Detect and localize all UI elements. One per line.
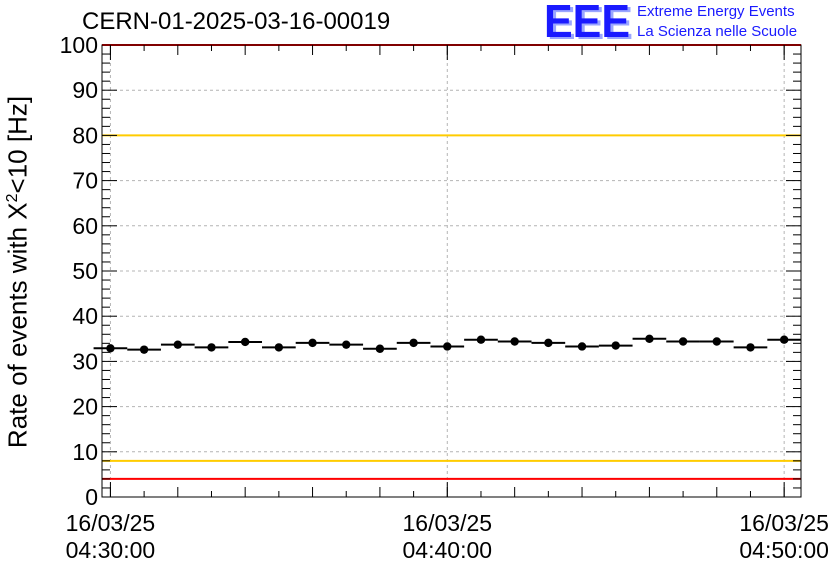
logo-caption: Extreme Energy Events La Scienza nelle S…: [637, 2, 797, 42]
data-point: [308, 338, 317, 348]
y-tick-label: 0: [85, 484, 98, 510]
data-point: [139, 345, 149, 354]
data-point-group: [531, 338, 566, 348]
data-point-group: [598, 341, 633, 350]
data-point: [342, 340, 351, 349]
data-point-group: [295, 338, 330, 348]
data-point: [746, 343, 755, 352]
data-point: [712, 337, 721, 346]
y-tick-label: 20: [72, 394, 98, 420]
eee-logo: EEE EEE: [544, 2, 633, 42]
data-point: [106, 344, 115, 353]
data-point-group: [767, 335, 801, 344]
x-tick-label-time: 04:30:00: [66, 537, 156, 563]
x-tick-label-date: 16/03/25: [403, 510, 493, 536]
data-point: [375, 344, 385, 353]
chart-title: CERN-01-2025-03-16-00019: [82, 8, 391, 35]
data-point-group: [666, 337, 700, 346]
logo-mark-shadow: EEE: [547, 2, 633, 42]
data-point-group: [565, 342, 599, 351]
data-point-group: [93, 344, 128, 353]
x-tick-label-date: 16/03/25: [739, 510, 829, 536]
data-point: [274, 343, 284, 352]
y-axis-label-suffix: <10 [Hz]: [2, 95, 33, 194]
y-tick-label: 70: [72, 168, 98, 194]
data-point-group: [194, 343, 229, 352]
y-tick-label: 50: [72, 258, 98, 284]
data-point: [577, 342, 587, 351]
data-point: [678, 337, 688, 346]
data-point: [510, 337, 519, 346]
data-point: [779, 335, 789, 344]
logo-line-1: Extreme Energy Events: [637, 3, 795, 20]
data-point: [207, 343, 216, 352]
y-tick-label: 90: [72, 77, 98, 103]
data-point-group: [329, 340, 364, 349]
logo-line-2: La Scienza nelle Scuole: [637, 23, 798, 40]
data-point-group: [160, 340, 195, 349]
data-point: [443, 342, 452, 351]
reference-lines: [102, 44, 801, 480]
data-point: [645, 334, 654, 343]
axis-ticks: [102, 44, 801, 498]
x-tick-labels: 16/03/2504:30:0016/03/2504:40:0016/03/25…: [66, 510, 829, 563]
data-point-group: [228, 337, 263, 347]
data-point: [240, 337, 250, 347]
y-tick-label: 10: [72, 439, 98, 465]
y-tick-label: 60: [72, 213, 98, 239]
data-point: [544, 338, 553, 348]
data-point-group: [127, 345, 161, 354]
data-point: [173, 340, 182, 349]
x-tick-label-date: 16/03/25: [66, 510, 156, 536]
y-tick-label: 30: [72, 348, 98, 374]
data-point-group: [430, 342, 465, 351]
data-points: [93, 334, 801, 354]
grid-lines: [102, 45, 801, 497]
data-point-group: [396, 338, 431, 348]
data-point: [476, 335, 486, 344]
data-point: [611, 341, 620, 350]
y-tick-label: 80: [72, 122, 98, 148]
x-tick-label-time: 04:40:00: [403, 537, 493, 563]
data-point-group: [632, 334, 667, 343]
data-point-group: [699, 337, 734, 346]
data-point: [409, 338, 418, 348]
data-point-group: [363, 344, 397, 353]
data-point-group: [733, 343, 768, 352]
x-tick-label-time: 04:50:00: [739, 537, 829, 563]
y-axis-label-superscript: 2: [3, 193, 21, 203]
y-tick-labels: 0 10 20 30 40 50 60 70 80 90 100: [60, 32, 98, 510]
y-axis-label-prefix: Rate of events with X: [2, 202, 33, 449]
data-point-group: [497, 337, 532, 346]
data-point-group: [262, 343, 296, 352]
y-tick-label: 40: [72, 303, 98, 329]
y-tick-label: 100: [60, 32, 98, 58]
logo-mark: EEE: [544, 2, 630, 42]
data-point-group: [464, 335, 498, 344]
